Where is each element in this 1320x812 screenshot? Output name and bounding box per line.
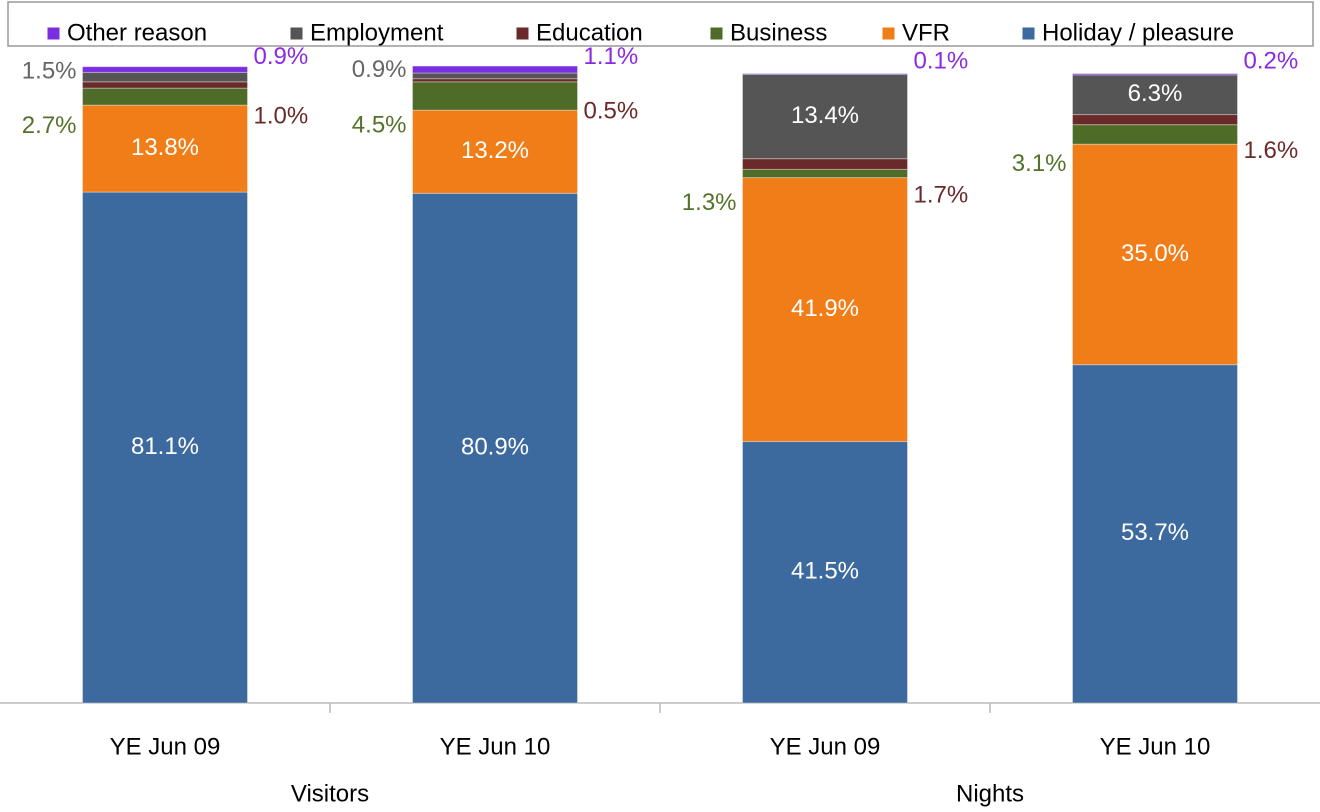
- bar-segment: [1072, 124, 1238, 145]
- bar-segment: [82, 81, 248, 89]
- bar-segment: [412, 65, 578, 74]
- data-label: 80.9%: [461, 434, 529, 461]
- bar-segment: [1072, 114, 1238, 126]
- bar-segment: [742, 177, 908, 443]
- x-tick-label: YE Jun 10: [440, 733, 551, 760]
- bar-segment: [412, 109, 578, 194]
- legend-label: VFR: [902, 19, 950, 46]
- legend-label: Education: [536, 19, 643, 46]
- bar-segment: [82, 191, 248, 704]
- data-label: 53.7%: [1121, 519, 1189, 546]
- legend-swatch: [1021, 26, 1036, 41]
- data-label: 13.4%: [791, 102, 859, 129]
- data-label: 0.9%: [352, 56, 407, 83]
- data-label: 35.0%: [1121, 240, 1189, 267]
- data-label: 13.8%: [131, 134, 199, 161]
- legend-label: Employment: [310, 19, 444, 46]
- bar-segment: [82, 87, 248, 106]
- data-label: 1.0%: [254, 102, 309, 129]
- data-label: 41.5%: [791, 558, 859, 585]
- x-tick-label: YE Jun 09: [770, 733, 881, 760]
- bar-segment: [742, 168, 908, 179]
- group-label: Nights: [956, 780, 1024, 807]
- group-label: Visitors: [291, 780, 369, 807]
- legend-label: Holiday / pleasure: [1042, 19, 1234, 46]
- data-label: 6.3%: [1128, 80, 1183, 107]
- data-label: 0.1%: [914, 47, 969, 74]
- data-label: 13.2%: [461, 137, 529, 164]
- x-tick-label: YE Jun 09: [110, 733, 221, 760]
- bar-segment: [412, 81, 578, 111]
- legend-swatch: [289, 26, 304, 41]
- x-tick-label: YE Jun 10: [1100, 733, 1211, 760]
- legend-label: Business: [730, 19, 827, 46]
- bar-segment: [1072, 73, 1238, 76]
- data-label: 0.5%: [584, 98, 639, 125]
- data-label: 1.6%: [1244, 137, 1299, 164]
- bar-segment: [1072, 74, 1238, 116]
- bar-segment: [82, 66, 248, 73]
- bar-segment: [742, 73, 908, 75]
- data-label: 2.7%: [22, 112, 77, 139]
- bar-segment: [1072, 364, 1238, 704]
- data-label: 1.3%: [682, 189, 737, 216]
- bar-segment: [82, 71, 248, 83]
- bar-segment: [742, 73, 908, 160]
- legend-swatch: [881, 26, 896, 41]
- legend-label: Other reason: [67, 19, 207, 46]
- bar-segment: [412, 72, 578, 80]
- bar-segment: [742, 158, 908, 170]
- data-label: 81.1%: [131, 433, 199, 460]
- data-label: 0.2%: [1244, 48, 1299, 75]
- data-label: 1.1%: [584, 43, 639, 70]
- data-label: 1.5%: [22, 57, 77, 84]
- data-label: 1.7%: [914, 181, 969, 208]
- data-label: 41.9%: [791, 295, 859, 322]
- data-label: 0.9%: [254, 43, 309, 70]
- bar-segment: [742, 441, 908, 704]
- bar-segment: [412, 192, 578, 704]
- bar-segment: [1072, 143, 1238, 366]
- legend-swatch: [709, 26, 724, 41]
- data-label: 3.1%: [1012, 150, 1067, 177]
- data-label: 4.5%: [352, 111, 407, 138]
- legend-swatch: [46, 26, 61, 41]
- legend-box: [7, 1, 1314, 47]
- legend-swatch: [515, 26, 530, 41]
- bar-segment: [82, 104, 248, 193]
